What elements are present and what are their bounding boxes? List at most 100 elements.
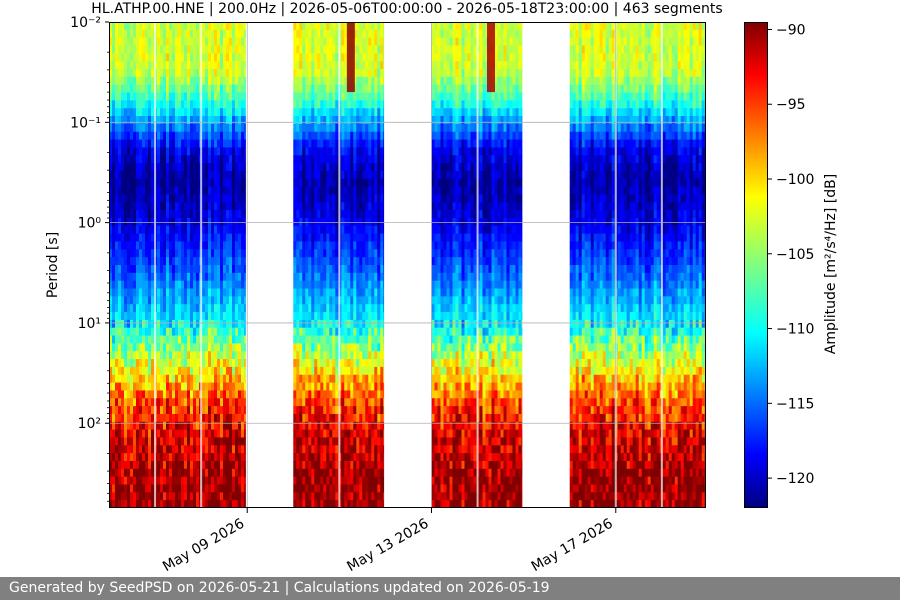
heatmap-cell xyxy=(115,123,119,133)
heatmap-cell xyxy=(211,312,215,321)
heatmap-cell xyxy=(293,476,297,486)
heatmap-cell xyxy=(223,390,227,399)
heatmap-cell xyxy=(178,484,182,493)
heatmap-cell xyxy=(118,343,122,352)
heatmap-cell xyxy=(136,296,140,305)
heatmap-cell xyxy=(293,69,297,78)
heatmap-cell xyxy=(229,116,233,125)
heatmap-cell xyxy=(226,413,230,423)
heatmap-cell xyxy=(293,123,297,133)
heatmap-cell xyxy=(196,233,200,243)
heatmap-cell xyxy=(320,100,324,109)
heatmap-cell xyxy=(190,257,194,266)
heatmap-cell xyxy=(374,500,378,508)
heatmap-cell xyxy=(238,312,242,321)
heatmap-cell xyxy=(181,429,185,439)
heatmap-cell xyxy=(329,468,333,478)
heatmap-cell xyxy=(320,217,324,227)
heatmap-cell xyxy=(124,359,128,368)
heatmap-cell xyxy=(380,398,384,407)
heatmap-cell xyxy=(220,61,224,70)
heatmap-cell xyxy=(326,249,330,258)
heatmap-cell xyxy=(235,123,239,133)
heatmap-cell xyxy=(148,53,152,62)
heatmap-cell xyxy=(377,241,381,250)
heatmap-cell xyxy=(383,492,385,501)
heatmap-cell xyxy=(190,421,194,431)
heatmap-cell xyxy=(241,398,245,407)
heatmap-cell xyxy=(238,76,242,86)
heatmap-cell xyxy=(202,131,206,141)
heatmap-cell xyxy=(226,288,230,297)
heatmap-cell xyxy=(362,147,366,156)
heatmap-cell xyxy=(305,147,309,156)
heatmap-cell xyxy=(359,476,363,486)
heatmap-cell xyxy=(235,500,239,508)
heatmap-cell xyxy=(353,123,357,133)
heatmap-cell xyxy=(293,100,297,109)
heatmap-cell xyxy=(145,147,149,156)
heatmap-cell xyxy=(235,155,239,164)
heatmap-cell xyxy=(305,61,309,70)
heatmap-cell xyxy=(347,147,351,156)
heatmap-cell xyxy=(220,343,224,352)
heatmap-cell xyxy=(383,53,385,62)
heatmap-cell xyxy=(299,359,303,368)
heatmap-cell xyxy=(163,445,167,454)
heatmap-cell xyxy=(121,37,125,47)
heatmap-cell xyxy=(347,265,351,274)
heatmap-cell xyxy=(145,265,149,274)
heatmap-cell xyxy=(353,445,357,454)
heatmap-cell xyxy=(244,319,246,329)
heatmap-cell xyxy=(193,139,197,149)
heatmap-cell xyxy=(208,327,212,337)
heatmap-cell xyxy=(359,460,363,470)
heatmap-cell xyxy=(299,45,303,54)
heatmap-cell xyxy=(356,288,360,297)
heatmap-cell xyxy=(193,147,197,156)
heatmap-cell xyxy=(374,421,378,431)
heatmap-cell xyxy=(356,374,360,384)
heatmap-cell xyxy=(440,186,445,196)
heatmap-cell xyxy=(220,500,224,508)
heatmap-cell xyxy=(431,390,436,399)
heatmap-cell xyxy=(109,22,113,31)
heatmap-cell xyxy=(178,374,182,384)
heatmap-cell xyxy=(434,319,439,329)
heatmap-cell xyxy=(151,163,155,172)
heatmap-cell xyxy=(163,382,167,392)
heatmap-cell xyxy=(220,249,224,258)
heatmap-cell xyxy=(347,382,351,392)
heatmap-cell xyxy=(205,460,209,470)
heatmap-cell xyxy=(166,382,170,392)
heatmap-cell xyxy=(127,500,131,508)
heatmap-cell xyxy=(217,359,221,368)
heatmap-cell xyxy=(296,366,300,376)
heatmap-cell xyxy=(368,257,372,266)
heatmap-cell xyxy=(353,233,357,243)
heatmap-cell xyxy=(305,257,309,266)
heatmap-cell xyxy=(359,53,363,62)
heatmap-cell xyxy=(244,139,246,149)
heatmap-cell xyxy=(317,500,321,508)
heatmap-cell xyxy=(440,217,445,227)
heatmap-cell xyxy=(214,147,218,156)
heatmap-cell xyxy=(130,500,134,508)
heatmap-cell xyxy=(211,476,215,486)
heatmap-cell xyxy=(196,265,200,274)
heatmap-cell xyxy=(223,225,227,235)
heatmap-cell xyxy=(320,92,324,101)
heatmap-cell xyxy=(368,100,372,109)
heatmap-cell xyxy=(296,390,300,399)
heatmap-cell xyxy=(169,202,173,211)
heatmap-cell xyxy=(178,304,182,313)
heatmap-cell xyxy=(217,61,221,70)
heatmap-cell xyxy=(151,147,155,156)
heatmap-cell xyxy=(139,437,143,446)
heatmap-cell xyxy=(136,249,140,258)
heatmap-cell xyxy=(184,116,188,125)
heatmap-cell xyxy=(371,100,375,109)
heatmap-cell xyxy=(350,217,354,227)
heatmap-cell xyxy=(211,22,215,31)
heatmap-cell xyxy=(145,155,149,164)
